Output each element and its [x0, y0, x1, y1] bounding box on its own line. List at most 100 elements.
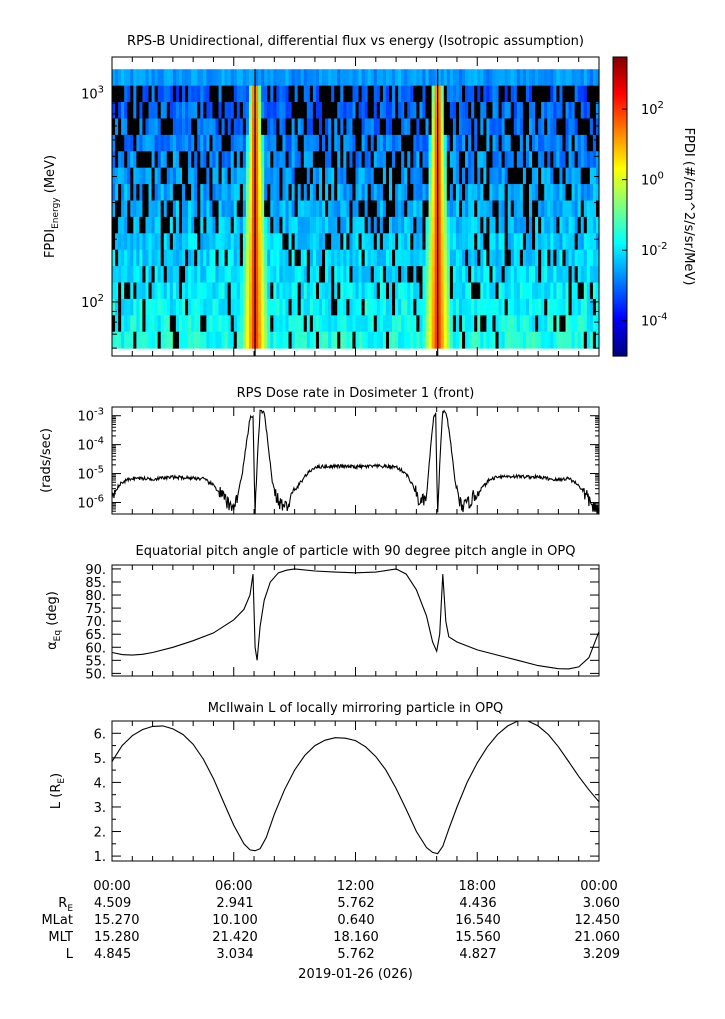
flux-cell [297, 282, 302, 300]
flux-cell [343, 298, 347, 316]
flux-cell [151, 167, 156, 185]
flux-cell [258, 118, 262, 136]
flux-cell [349, 134, 354, 152]
flux-cell [376, 134, 381, 152]
flux-cell [325, 184, 329, 201]
flux-cell [376, 85, 381, 103]
flux-cell [252, 233, 256, 251]
flux-cell [352, 266, 357, 284]
flux-cell [489, 167, 494, 185]
flux-cell [142, 298, 147, 316]
flux-cell [182, 151, 186, 169]
flux-cell [349, 315, 354, 333]
flux-cell [413, 233, 417, 251]
flux-cell [586, 216, 591, 234]
flux-cell [541, 315, 545, 333]
flux-cell [337, 200, 341, 218]
flux-cell [346, 331, 351, 349]
flux-cell [318, 266, 323, 284]
flux-cell [285, 249, 290, 267]
flux-cell [410, 298, 414, 316]
flux-cell [385, 102, 390, 119]
flux-cell [343, 167, 347, 185]
ephem-value: 15.270 [94, 913, 140, 928]
flux-cell [522, 167, 527, 185]
flux-cell [425, 298, 430, 316]
flux-cell [364, 184, 369, 201]
flux-cell [288, 233, 293, 251]
ephem-row-name: MLat [41, 913, 73, 928]
flux-cell [239, 298, 244, 316]
flux-cell [151, 134, 156, 152]
flux-cell [474, 298, 478, 316]
flux-cell [157, 315, 162, 333]
flux-cell [315, 266, 320, 284]
colorbar-swatch [613, 134, 627, 138]
flux-cell [197, 151, 201, 169]
flux-cell [535, 118, 539, 136]
flux-cell [127, 331, 131, 349]
flux-cell [361, 151, 366, 169]
flux-cell [483, 298, 487, 316]
flux-cell [556, 266, 561, 284]
flux-cell [115, 266, 119, 284]
flux-cell [133, 233, 137, 251]
flux-cell [279, 249, 284, 267]
flux-cell [565, 298, 570, 316]
flux-cell [556, 282, 561, 300]
ephem-row-name: MLT [48, 930, 73, 945]
flux-cell [486, 249, 491, 267]
flux-cell [352, 298, 357, 316]
flux-cell [191, 167, 195, 185]
flux-cell [507, 118, 512, 136]
flux-cell [224, 167, 229, 185]
flux-cell [455, 200, 460, 218]
flux-cell [273, 216, 277, 234]
flux-cell [507, 184, 512, 201]
flux-cell [175, 200, 180, 218]
time-tick-label: 06:00 [215, 879, 252, 894]
flux-cell [328, 298, 332, 316]
flux-cell [224, 216, 229, 234]
flux-cell [535, 315, 539, 333]
flux-cell [285, 298, 290, 316]
flux-cell [236, 298, 241, 316]
flux-cell [346, 151, 351, 169]
flux-cell [148, 151, 153, 169]
flux-cell [315, 298, 320, 316]
flux-cell [535, 266, 539, 284]
flux-cell [385, 151, 390, 169]
flux-cell [115, 298, 119, 316]
flux-cell [568, 298, 573, 316]
flux-cell [580, 233, 585, 251]
panel-title: RPS Dose rate in Dosimeter 1 (front) [237, 386, 475, 401]
flux-cell [562, 151, 567, 169]
flux-cell [562, 167, 567, 185]
flux-cell [206, 85, 210, 103]
flux-cell [309, 200, 314, 218]
flux-cell [586, 118, 591, 136]
flux-cell [273, 282, 277, 300]
flux-cell [267, 167, 271, 185]
flux-cell [425, 69, 430, 87]
flux-cell [462, 331, 466, 349]
flux-cell [343, 216, 347, 234]
flux-cell [522, 69, 527, 87]
flux-cell [166, 216, 171, 234]
flux-cell [580, 282, 585, 300]
flux-cell [522, 282, 527, 300]
flux-cell [495, 167, 500, 185]
flux-cell [562, 298, 567, 316]
flux-cell [172, 134, 177, 152]
flux-cell [535, 249, 539, 267]
flux-cell [255, 134, 259, 152]
flux-cell [376, 216, 381, 234]
flux-cell [133, 216, 137, 234]
flux-cell [331, 200, 335, 218]
flux-cell [395, 102, 399, 119]
flux-cell [151, 266, 156, 284]
flux-cell [589, 134, 594, 152]
flux-cell [139, 216, 144, 234]
flux-cell [337, 298, 341, 316]
